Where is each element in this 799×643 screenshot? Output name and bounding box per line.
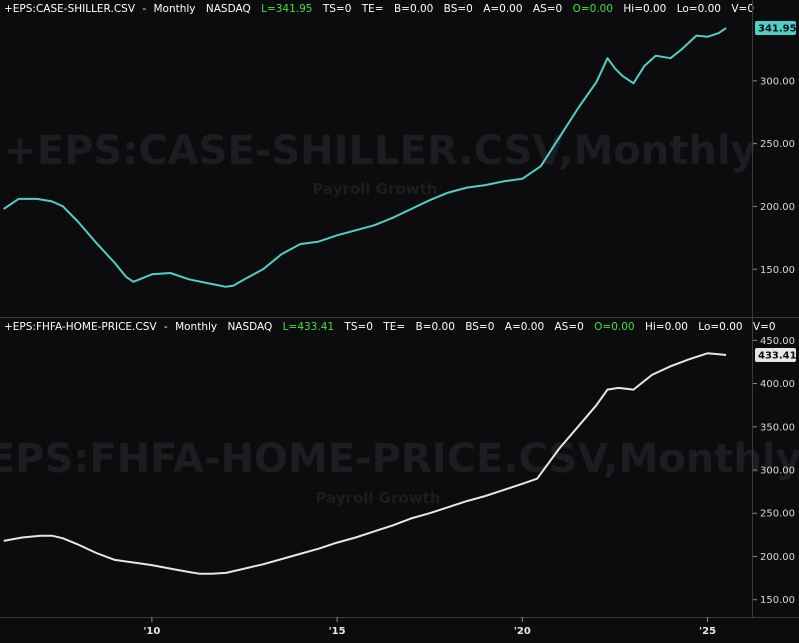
fhfa-last-value-label: 433.41 <box>758 351 797 362</box>
fhfa-watermark: +EPS:FHFA-HOME-PRICE.CSV,Monthly <box>0 436 799 482</box>
case-shiller-last-value-label: 341.95 <box>758 24 797 35</box>
x-tick-label: '20 <box>514 626 531 637</box>
x-tick-label: '25 <box>699 626 716 637</box>
y-tick-label: 400.00 <box>760 379 795 390</box>
y-tick-label: 350.00 <box>760 422 795 433</box>
fhfa-watermark-subtitle: Payroll Growth <box>316 489 441 507</box>
case-shiller-series-line <box>3 27 727 288</box>
case-shiller-watermark-subtitle: Payroll Growth <box>313 180 438 198</box>
y-tick-label: 300.00 <box>760 76 795 87</box>
y-tick-label: 150.00 <box>760 595 795 606</box>
x-tick-label: '15 <box>329 626 346 637</box>
fhfa-panel: +EPS:FHFA-HOME-PRICE.CSV,Monthly Payroll… <box>0 321 799 606</box>
case-shiller-header: +EPS:CASE-SHILLER.CSV - Monthly NASDAQ L… <box>4 3 754 15</box>
case-shiller-last-value-tag: 341.95 <box>755 21 797 36</box>
y-tick-label: 300.00 <box>760 466 795 477</box>
y-tick-label: 250.00 <box>760 139 795 150</box>
y-tick-label: 150.00 <box>760 265 795 276</box>
time-axis: '10 '15 '20 '25 <box>143 617 716 637</box>
x-tick-label: '10 <box>143 626 160 637</box>
case-shiller-watermark: +EPS:CASE-SHILLER.CSV,Monthly <box>3 128 756 174</box>
y-tick-label: 450.00 <box>760 336 795 347</box>
y-tick-label: 200.00 <box>760 202 795 213</box>
fhfa-last-value-tag: 433.41 <box>755 348 797 363</box>
y-tick-label: 200.00 <box>760 552 795 563</box>
fhfa-header: +EPS:FHFA-HOME-PRICE.CSV - Monthly NASDA… <box>4 321 776 333</box>
y-tick-label: 250.00 <box>760 509 795 520</box>
fhfa-series-line <box>3 352 727 575</box>
case-shiller-panel: +EPS:CASE-SHILLER.CSV,Monthly Payroll Gr… <box>3 3 797 288</box>
